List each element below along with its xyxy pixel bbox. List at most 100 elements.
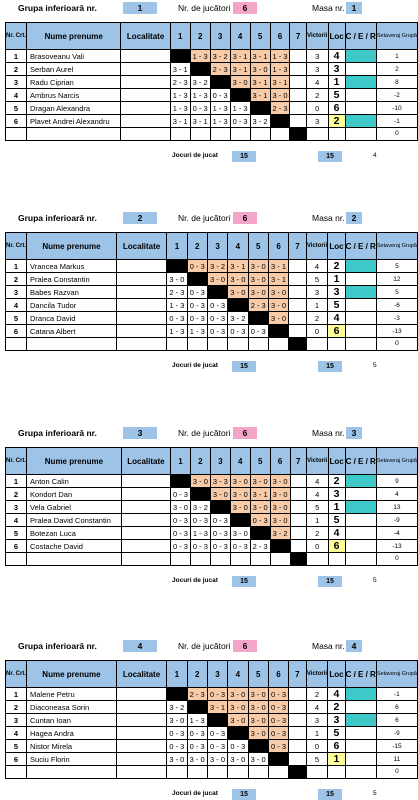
score-cell: 3 - 1 (169, 114, 191, 128)
setaveraj-value: 8 (375, 75, 418, 89)
player-locality (115, 272, 168, 286)
group-table: Nr. Crt. Nume prenume Localitate 1 2 3 4 5 6 7 Vic… (4, 447, 418, 566)
player-locality (120, 75, 171, 89)
player-locality (115, 726, 168, 740)
col-place: Loc (327, 232, 346, 260)
score-cell (206, 713, 229, 727)
games-remaining: 4 (373, 152, 377, 159)
score-cell (249, 101, 271, 115)
col-cer: C / E / R (344, 447, 377, 475)
games-footer: Jocuri de jucat 15 15 5 (0, 575, 418, 587)
row-number: 3 (4, 285, 28, 299)
score-cell (189, 487, 211, 501)
score-cell (249, 127, 271, 141)
score-cell: 3 - 2 (269, 526, 291, 540)
cer-cell (344, 337, 377, 351)
place-value (327, 127, 346, 141)
group-number: 2 (123, 212, 157, 224)
score-cell (289, 539, 307, 553)
score-cell: 3 - 2 (189, 75, 211, 89)
row-number: 5 (4, 526, 28, 540)
col-name: Nume prenume (26, 447, 122, 475)
score-cell: 3 - 0 (206, 272, 229, 286)
cer-cell (344, 298, 377, 312)
col-opponent-7: 7 (289, 22, 307, 50)
score-cell: 3 - 0 (186, 752, 208, 766)
victories-value: 2 (305, 311, 329, 325)
player-name: Serban Aurel (26, 62, 122, 76)
score-cell (269, 127, 291, 141)
row-number: 1 (4, 49, 28, 63)
score-cell: 3 - 0 (189, 474, 211, 488)
score-cell (288, 337, 307, 351)
place-value: 6 (327, 739, 346, 753)
cer-cell (344, 687, 377, 701)
place-value: 2 (327, 114, 346, 128)
col-locality: Localitate (115, 660, 168, 688)
score-cell: 1 - 3 (169, 101, 191, 115)
score-cell (267, 752, 290, 766)
place-value: 2 (327, 259, 346, 273)
score-cell: 0 - 3 (267, 700, 290, 714)
score-cell (249, 526, 271, 540)
setaveraj-value: 5 (375, 259, 418, 273)
group-number: 4 (123, 640, 157, 652)
score-cell: 0 - 3 (267, 687, 290, 701)
setaveraj-value: -9 (375, 513, 418, 527)
score-cell: 3 - 0 (229, 75, 251, 89)
score-cell: 3 - 2 (249, 114, 271, 128)
col-locality: Localitate (120, 447, 172, 475)
score-cell (289, 62, 307, 76)
group-table: Nr. Crt. Nume prenume Localitate 1 2 3 4 5 6 7 Vic… (4, 660, 418, 779)
score-cell: 3 - 0 (229, 526, 251, 540)
score-cell (206, 285, 229, 299)
score-cell: 3 - 0 (247, 752, 269, 766)
col-victories: Victorii (305, 22, 329, 50)
place-value: 5 (327, 88, 346, 102)
col-opponent-4: 4 (227, 232, 249, 260)
place-value: 4 (327, 311, 346, 325)
cer-cell (344, 114, 377, 128)
score-cell (288, 726, 307, 740)
col-setaveraj: Setaveraj Grupă (375, 660, 418, 688)
cer-cell (344, 513, 377, 527)
row-number (4, 552, 28, 566)
cer-cell (344, 259, 377, 273)
score-cell: 3 - 0 (267, 298, 290, 312)
score-cell: 3 - 1 (206, 700, 229, 714)
score-cell (289, 513, 307, 527)
score-cell: 0 - 3 (267, 739, 290, 753)
group-section: Grupa inferioară nr. 4 Nr. de jucători 6 Mas… (0, 639, 418, 800)
score-cell (289, 49, 307, 63)
victories-value: 4 (305, 259, 329, 273)
score-cell: 3 - 0 (209, 487, 231, 501)
score-cell: 3 - 1 (249, 75, 271, 89)
players-count: 6 (233, 427, 257, 439)
player-name: Radu Ciprian (26, 75, 122, 89)
score-cell: 0 - 3 (227, 739, 249, 753)
col-locality: Localitate (115, 232, 168, 260)
col-opponent-2: 2 (186, 660, 208, 688)
cer-cell (344, 75, 377, 89)
score-cell (289, 487, 307, 501)
score-cell: 0 - 3 (186, 285, 208, 299)
score-cell: 3 - 0 (247, 687, 269, 701)
games-label: Jocuri de jucat (172, 790, 218, 797)
players-count: 6 (233, 212, 257, 224)
score-cell (289, 101, 307, 115)
score-cell (206, 337, 229, 351)
score-cell (269, 552, 291, 566)
score-cell: 1 - 3 (189, 49, 211, 63)
row-number: 6 (4, 114, 28, 128)
score-cell: 0 - 3 (189, 513, 211, 527)
score-cell: 0 - 3 (249, 513, 271, 527)
victories-value: 4 (305, 474, 329, 488)
players-count: 6 (233, 640, 257, 652)
player-row: 0 (4, 765, 418, 779)
